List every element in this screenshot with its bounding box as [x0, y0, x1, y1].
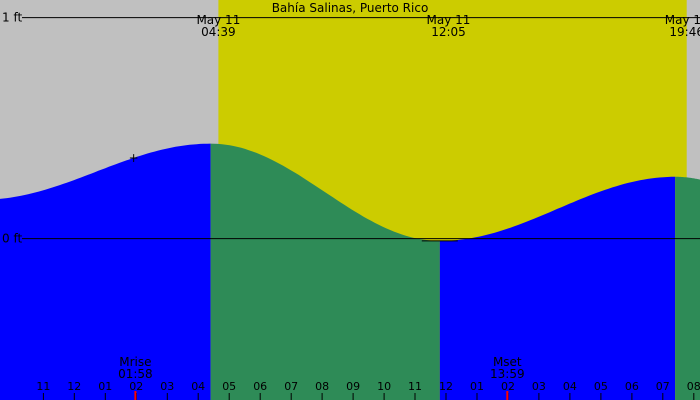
falling-tide-area [675, 176, 700, 400]
transit-date: May 11 [427, 13, 471, 27]
rising-tide-area [439, 176, 676, 400]
sunrise-time: 04:39 [201, 25, 236, 39]
x-axis-tick-label: 04 [191, 380, 205, 393]
y-axis-label-0ft: 0 ft [2, 232, 22, 246]
x-axis-tick-label: 02 [129, 380, 143, 393]
x-axis-tick-label: 05 [594, 380, 608, 393]
x-axis-tick-label: 11 [408, 380, 422, 393]
rising-tide-area [0, 143, 211, 400]
x-axis-tick-label: 12 [439, 380, 453, 393]
moonset-label: Mset [493, 355, 522, 369]
x-axis-tick-label: 01 [470, 380, 484, 393]
x-axis-tick-label: 09 [346, 380, 360, 393]
sunset-time: 19:46 [669, 25, 700, 39]
x-axis-tick-label: 04 [563, 380, 577, 393]
chart-title: Bahía Salinas, Puerto Rico [272, 1, 429, 15]
x-axis-tick-label: 10 [377, 380, 391, 393]
x-axis-tick-label: 12 [67, 380, 81, 393]
x-axis-tick-label: 03 [532, 380, 546, 393]
extreme-markers: + [129, 151, 458, 242]
moon-markers [134, 391, 509, 400]
moonrise-label: Mrise [119, 355, 151, 369]
x-axis-tick-label: 03 [160, 380, 174, 393]
x-axis-tick-label: 11 [36, 380, 50, 393]
x-axis-tick-label: 07 [656, 380, 670, 393]
x-axis-tick-label: 05 [222, 380, 236, 393]
sunset-date: May 11 [665, 13, 700, 27]
x-axis: 11 12 01 02 03 04 05 06 07 08 09 10 11 12 01 02 03 04 05 06… [36, 380, 700, 400]
x-axis-tick-label: 08 [687, 380, 700, 393]
transit-time: 12:05 [431, 25, 466, 39]
x-axis-tick-label: 07 [284, 380, 298, 393]
sunrise-date: May 11 [196, 13, 240, 27]
x-axis-tick-label: 01 [98, 380, 112, 393]
x-axis-tick-label: 02 [501, 380, 515, 393]
moonrise-time: 01:58 [118, 367, 153, 381]
x-axis-tick-label: 08 [315, 380, 329, 393]
y-axis-label-1ft: 1 ft [2, 11, 22, 25]
tide-marker-plus: + [129, 151, 139, 165]
x-axis-tick-label: 06 [625, 380, 639, 393]
x-axis-tick-label: 06 [253, 380, 267, 393]
tide-areas [0, 143, 700, 400]
falling-tide-area [210, 143, 440, 400]
moonset-time: 13:59 [490, 367, 525, 381]
